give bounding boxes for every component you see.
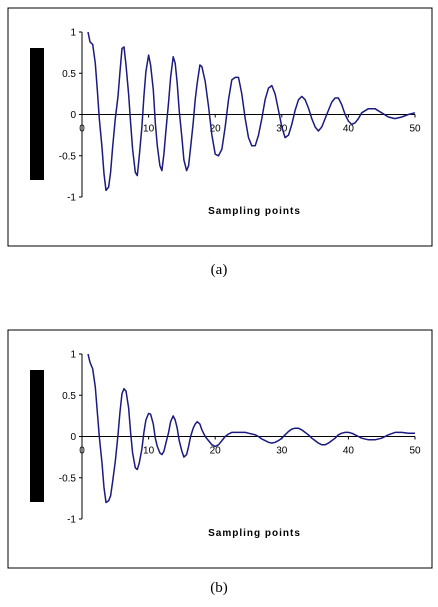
chart-panel-a: 1 0.5 0 -0.5 -1 0 10 20 30 40 50 Sampling points (0, 0, 438, 250)
caption-b: (b) (210, 580, 228, 596)
x-tick-label: 20 (210, 124, 222, 135)
y-tick-label: 0 (70, 432, 76, 443)
x-tick-label: 50 (409, 124, 421, 135)
chart-panel-b: 1 0.5 0 -0.5 -1 0 10 20 30 40 50 Sampling points (0, 322, 438, 572)
y-tick-label: 1 (70, 350, 76, 361)
y-tick-label: -1 (67, 193, 76, 204)
x-tick-label: 30 (276, 446, 288, 457)
x-tick-label: 0 (79, 124, 85, 135)
x-tick-label: 50 (409, 446, 421, 457)
x-axis-label: Sampling points (208, 528, 301, 539)
chart-frame (7, 7, 433, 247)
y-tick-label: 0 (70, 110, 76, 121)
y-tick-label: 0.5 (62, 391, 76, 402)
chart-frame (7, 329, 433, 569)
y-tick-label: -1 (67, 515, 76, 526)
y-tick-label: -0.5 (59, 473, 77, 484)
y-tick-label: 1 (70, 28, 76, 39)
ylabel-block (30, 370, 44, 502)
x-tick-label: 20 (210, 446, 222, 457)
x-tick-label: 0 (79, 446, 85, 457)
y-tick-label: 0.5 (62, 69, 76, 80)
series-line (87, 353, 415, 504)
ylabel-block (30, 48, 44, 180)
x-tick-label: 40 (343, 124, 355, 135)
caption-a: (a) (210, 262, 228, 278)
x-tick-label: 40 (343, 446, 355, 457)
chart-b: 1 0.5 0 -0.5 -1 0 10 20 30 40 50 Sampling points (7, 329, 433, 569)
series-line (87, 31, 416, 192)
x-tick-label: 10 (143, 124, 155, 135)
x-axis-label: Sampling points (208, 206, 301, 217)
y-tick-label: -0.5 (59, 151, 77, 162)
x-tick-label: 10 (143, 446, 155, 457)
